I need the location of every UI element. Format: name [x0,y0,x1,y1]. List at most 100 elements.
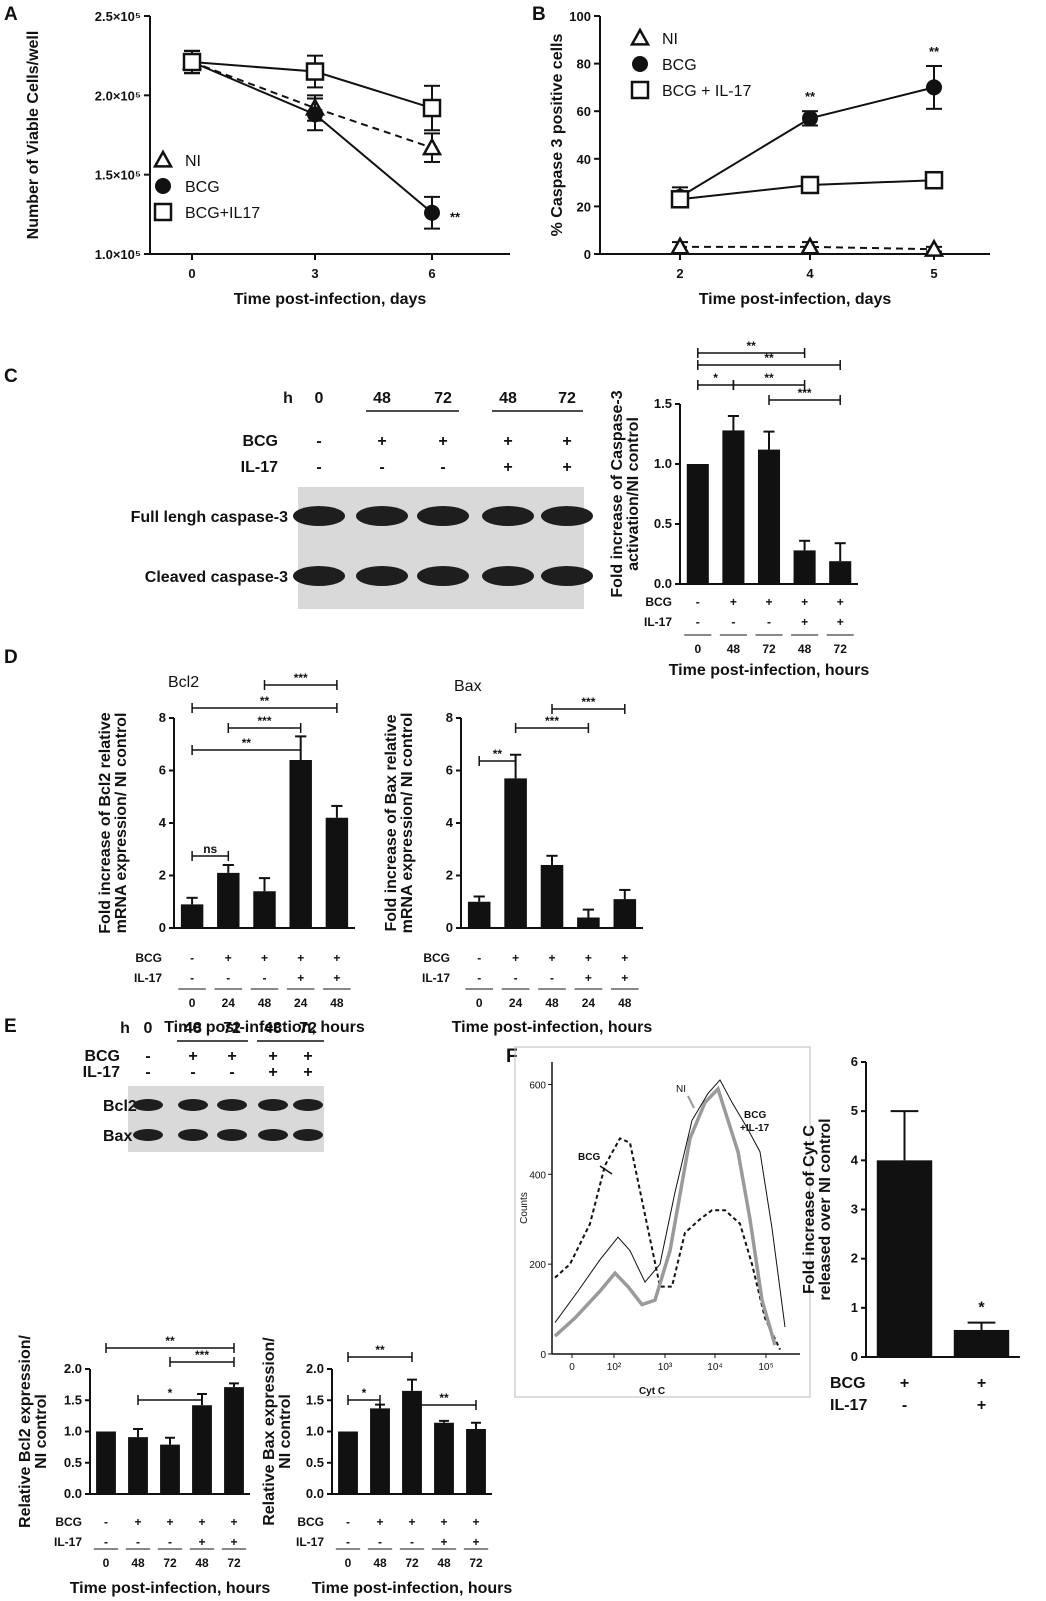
y-axis-label-line: mRNA expression/ NI control [399,713,416,934]
y-axis-label: % Caspase 3 positive cells [549,34,566,237]
hours-label: h [120,1020,130,1037]
histogram-curve-bcg [554,1137,781,1350]
y-axis-label-line: Fold increase of Bax relative [383,714,400,931]
bar [434,1422,454,1494]
significance-label: ** [450,210,461,225]
marker-square [800,175,820,195]
bar [467,901,491,928]
y-tick-label: 600 [529,1080,546,1091]
blot-band [217,1099,247,1111]
il17-sign: + [230,1535,237,1549]
y-axis-label-line: Fold increase of Caspase-3 [609,390,626,597]
blot-band [258,1099,288,1111]
category-label: 24 [294,996,308,1010]
significance-label: *** [294,671,308,685]
bcg-sign: + [801,595,808,609]
y-tick-label: 8 [446,710,453,725]
significance-label: ** [493,747,503,761]
y-axis-label-line: released over NI control [817,1118,834,1300]
il17-row-label: IL-17 [134,971,162,985]
histogram-curve-bcg-il17 [554,1079,786,1328]
bcg-sign: + [297,951,304,965]
bcg-sign: - [316,433,321,450]
significance-label: ** [439,1391,449,1405]
bar [96,1431,116,1494]
timepoint-label: 72 [223,1020,241,1037]
marker-triangle [799,236,821,255]
il17-row-label: IL-17 [83,1064,120,1081]
bcg-sign: + [730,595,737,609]
category-label: 48 [330,996,344,1010]
il17-sign: - [190,1064,195,1081]
legend-label: BCG+IL17 [185,205,260,222]
x-tick-label: 2 [676,266,683,281]
bar [224,1387,244,1494]
blot-membrane [298,487,584,609]
y-tick-label: 1.5 [654,396,672,411]
legend-label: NI [185,153,201,170]
y-axis-label-line: Fold increase of Bcl2 relative [97,712,114,934]
chart-title: Bax [454,678,482,695]
bcg-sign: + [377,433,386,450]
y-tick-label: 1.5 [306,1392,324,1407]
il17-row-label: IL-17 [422,971,450,985]
il17-sign: - [731,615,735,629]
category-label: 0 [345,1556,352,1570]
il17-sign: - [378,1535,382,1549]
bcg-row-label: BCG [830,1375,866,1392]
blot-row-label: Cleaved caspase-3 [145,569,288,586]
timepoint-label: 72 [434,390,452,407]
chart-e-bax-relative: 0.0 0.5 1.0 1.5 2.0 Relative Bax expression/N… [261,1337,512,1597]
bcg-sign: + [166,1515,173,1529]
blot-band [178,1099,208,1111]
marker-square [422,98,442,118]
y-tick-label: 2 [159,868,166,883]
bcg-sign: + [977,1375,986,1392]
bcg-sign: + [408,1515,415,1529]
y-tick-label: 0.0 [64,1486,82,1501]
bcg-row-label: BCG [423,951,450,965]
blot-band [293,566,345,586]
il17-sign: + [977,1397,986,1414]
bar [686,464,709,584]
il17-sign: - [263,971,267,985]
il17-sign: - [440,459,445,476]
il17-sign: + [621,971,628,985]
bcg-sign: + [333,951,340,965]
x-tick-label: 10⁵ [758,1362,773,1373]
y-tick-label: 40 [577,152,591,167]
timepoint-label: 0 [315,390,324,407]
y-axis-label: Relative Bax expression/NI control [261,1337,294,1526]
bar [613,899,637,928]
y-axis-label: Number of Viable Cells/well [25,31,42,240]
significance-label: *** [545,714,559,728]
bar [180,904,204,928]
panel-label-a: A [4,4,18,25]
category-label: 0 [189,996,196,1010]
significance-label: *** [581,695,595,709]
il17-sign: - [514,971,518,985]
y-tick-label: 1.0 [654,456,672,471]
timepoint-label: 48 [373,390,391,407]
category-label: 72 [163,1556,177,1570]
blot-band [133,1099,163,1111]
bcg-sign: + [440,1515,447,1529]
bcg-sign: + [303,1048,312,1065]
legend-label: BCG [662,57,697,74]
y-tick-label: 0 [584,247,591,262]
bcg-sign: + [585,951,592,965]
histogram-label-pointer [599,1165,613,1175]
y-tick-label: 4 [446,815,454,830]
bcg-sign: + [837,595,844,609]
y-tick-label: 1.0×10⁵ [95,247,141,262]
bar [876,1160,933,1357]
il17-sign: + [585,971,592,985]
bar [402,1390,422,1494]
il17-row-label: IL-17 [644,615,672,629]
series-line [191,61,433,214]
y-axis-label: Fold increase of Cyt Creleased over NI c… [801,1118,834,1300]
y-axis-label-line: Fold increase of Cyt C [801,1125,818,1294]
category-label: 72 [834,642,848,656]
blot-c-caspase3: h 0 48 72 48 72 BCG IL-17 - + + + + - - - + + Full lengh c… [131,390,593,609]
